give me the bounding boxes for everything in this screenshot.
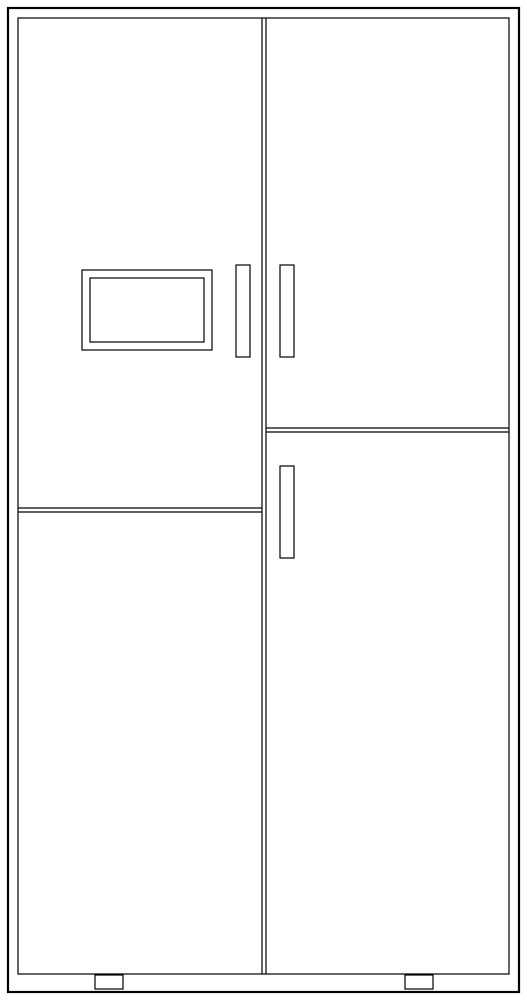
handle-left-upper	[236, 265, 250, 357]
handle-right-lower	[280, 466, 294, 558]
refrigerator-diagram	[0, 0, 527, 1000]
display-panel-inner	[90, 278, 204, 342]
foot-left	[95, 975, 123, 989]
body-outline	[18, 18, 509, 974]
handle-right-upper	[280, 265, 294, 357]
display-panel-outer	[82, 270, 212, 350]
foot-right	[405, 975, 433, 989]
outer-frame	[8, 8, 519, 992]
